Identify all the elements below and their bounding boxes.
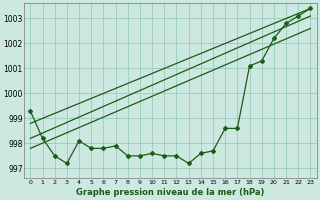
X-axis label: Graphe pression niveau de la mer (hPa): Graphe pression niveau de la mer (hPa) bbox=[76, 188, 265, 197]
